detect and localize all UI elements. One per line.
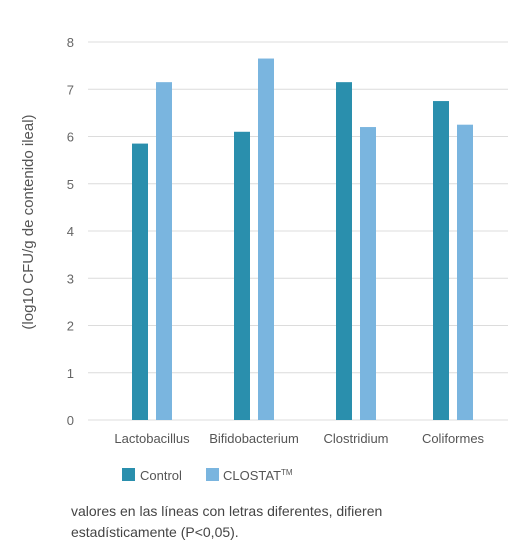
bar-control-lactobacillus bbox=[132, 143, 148, 420]
x-category-label: Bifidobacterium bbox=[209, 431, 299, 446]
bar-control-clostridium bbox=[336, 82, 352, 420]
bar-clostat-lactobacillus bbox=[156, 82, 172, 420]
bar-clostat-bifidobacterium bbox=[258, 58, 274, 420]
bar-control-bifidobacterium bbox=[234, 131, 250, 420]
bar-control-coliformes bbox=[433, 101, 449, 420]
y-tick-label: 1 bbox=[67, 366, 74, 381]
footnote-line-1: valores en las líneas con letras diferen… bbox=[71, 503, 383, 519]
legend-swatch-control bbox=[122, 468, 135, 481]
legend-swatch-clostat bbox=[206, 468, 219, 481]
legend-label-clostat: CLOSTATTM bbox=[223, 468, 293, 483]
footnote: valores en las líneas con letras diferen… bbox=[71, 501, 491, 543]
legend-label-clostat-name: CLOSTAT bbox=[223, 468, 281, 483]
bars bbox=[132, 58, 473, 421]
y-axis-label: (log10 CFU/g de contenido ileal) bbox=[20, 114, 37, 329]
y-tick-label: 3 bbox=[67, 271, 74, 286]
bar-clostat-clostridium bbox=[360, 127, 376, 421]
bar-clostat-coliformes bbox=[457, 124, 473, 420]
y-tick-label: 5 bbox=[67, 177, 74, 192]
x-category-label: Coliformes bbox=[422, 431, 485, 446]
legend-label-control: Control bbox=[140, 468, 182, 483]
x-axis-categories: Lactobacillus Bifidobacterium Clostridium C… bbox=[114, 431, 484, 446]
legend-label-clostat-tm: TM bbox=[281, 468, 293, 477]
y-tick-label: 6 bbox=[67, 130, 74, 145]
x-category-label: Clostridium bbox=[323, 431, 388, 446]
y-tick-label: 4 bbox=[67, 224, 74, 239]
y-tick-label: 2 bbox=[67, 319, 74, 334]
y-axis-ticks: 0 1 2 3 4 5 6 7 8 bbox=[67, 35, 74, 428]
y-tick-label: 7 bbox=[67, 82, 74, 97]
y-tick-label: 0 bbox=[67, 413, 74, 428]
y-tick-label: 8 bbox=[67, 35, 74, 50]
x-category-label: Lactobacillus bbox=[114, 431, 190, 446]
footnote-line-2: estadísticamente (P<0,05). bbox=[71, 524, 239, 540]
legend: Control CLOSTATTM bbox=[122, 468, 293, 483]
